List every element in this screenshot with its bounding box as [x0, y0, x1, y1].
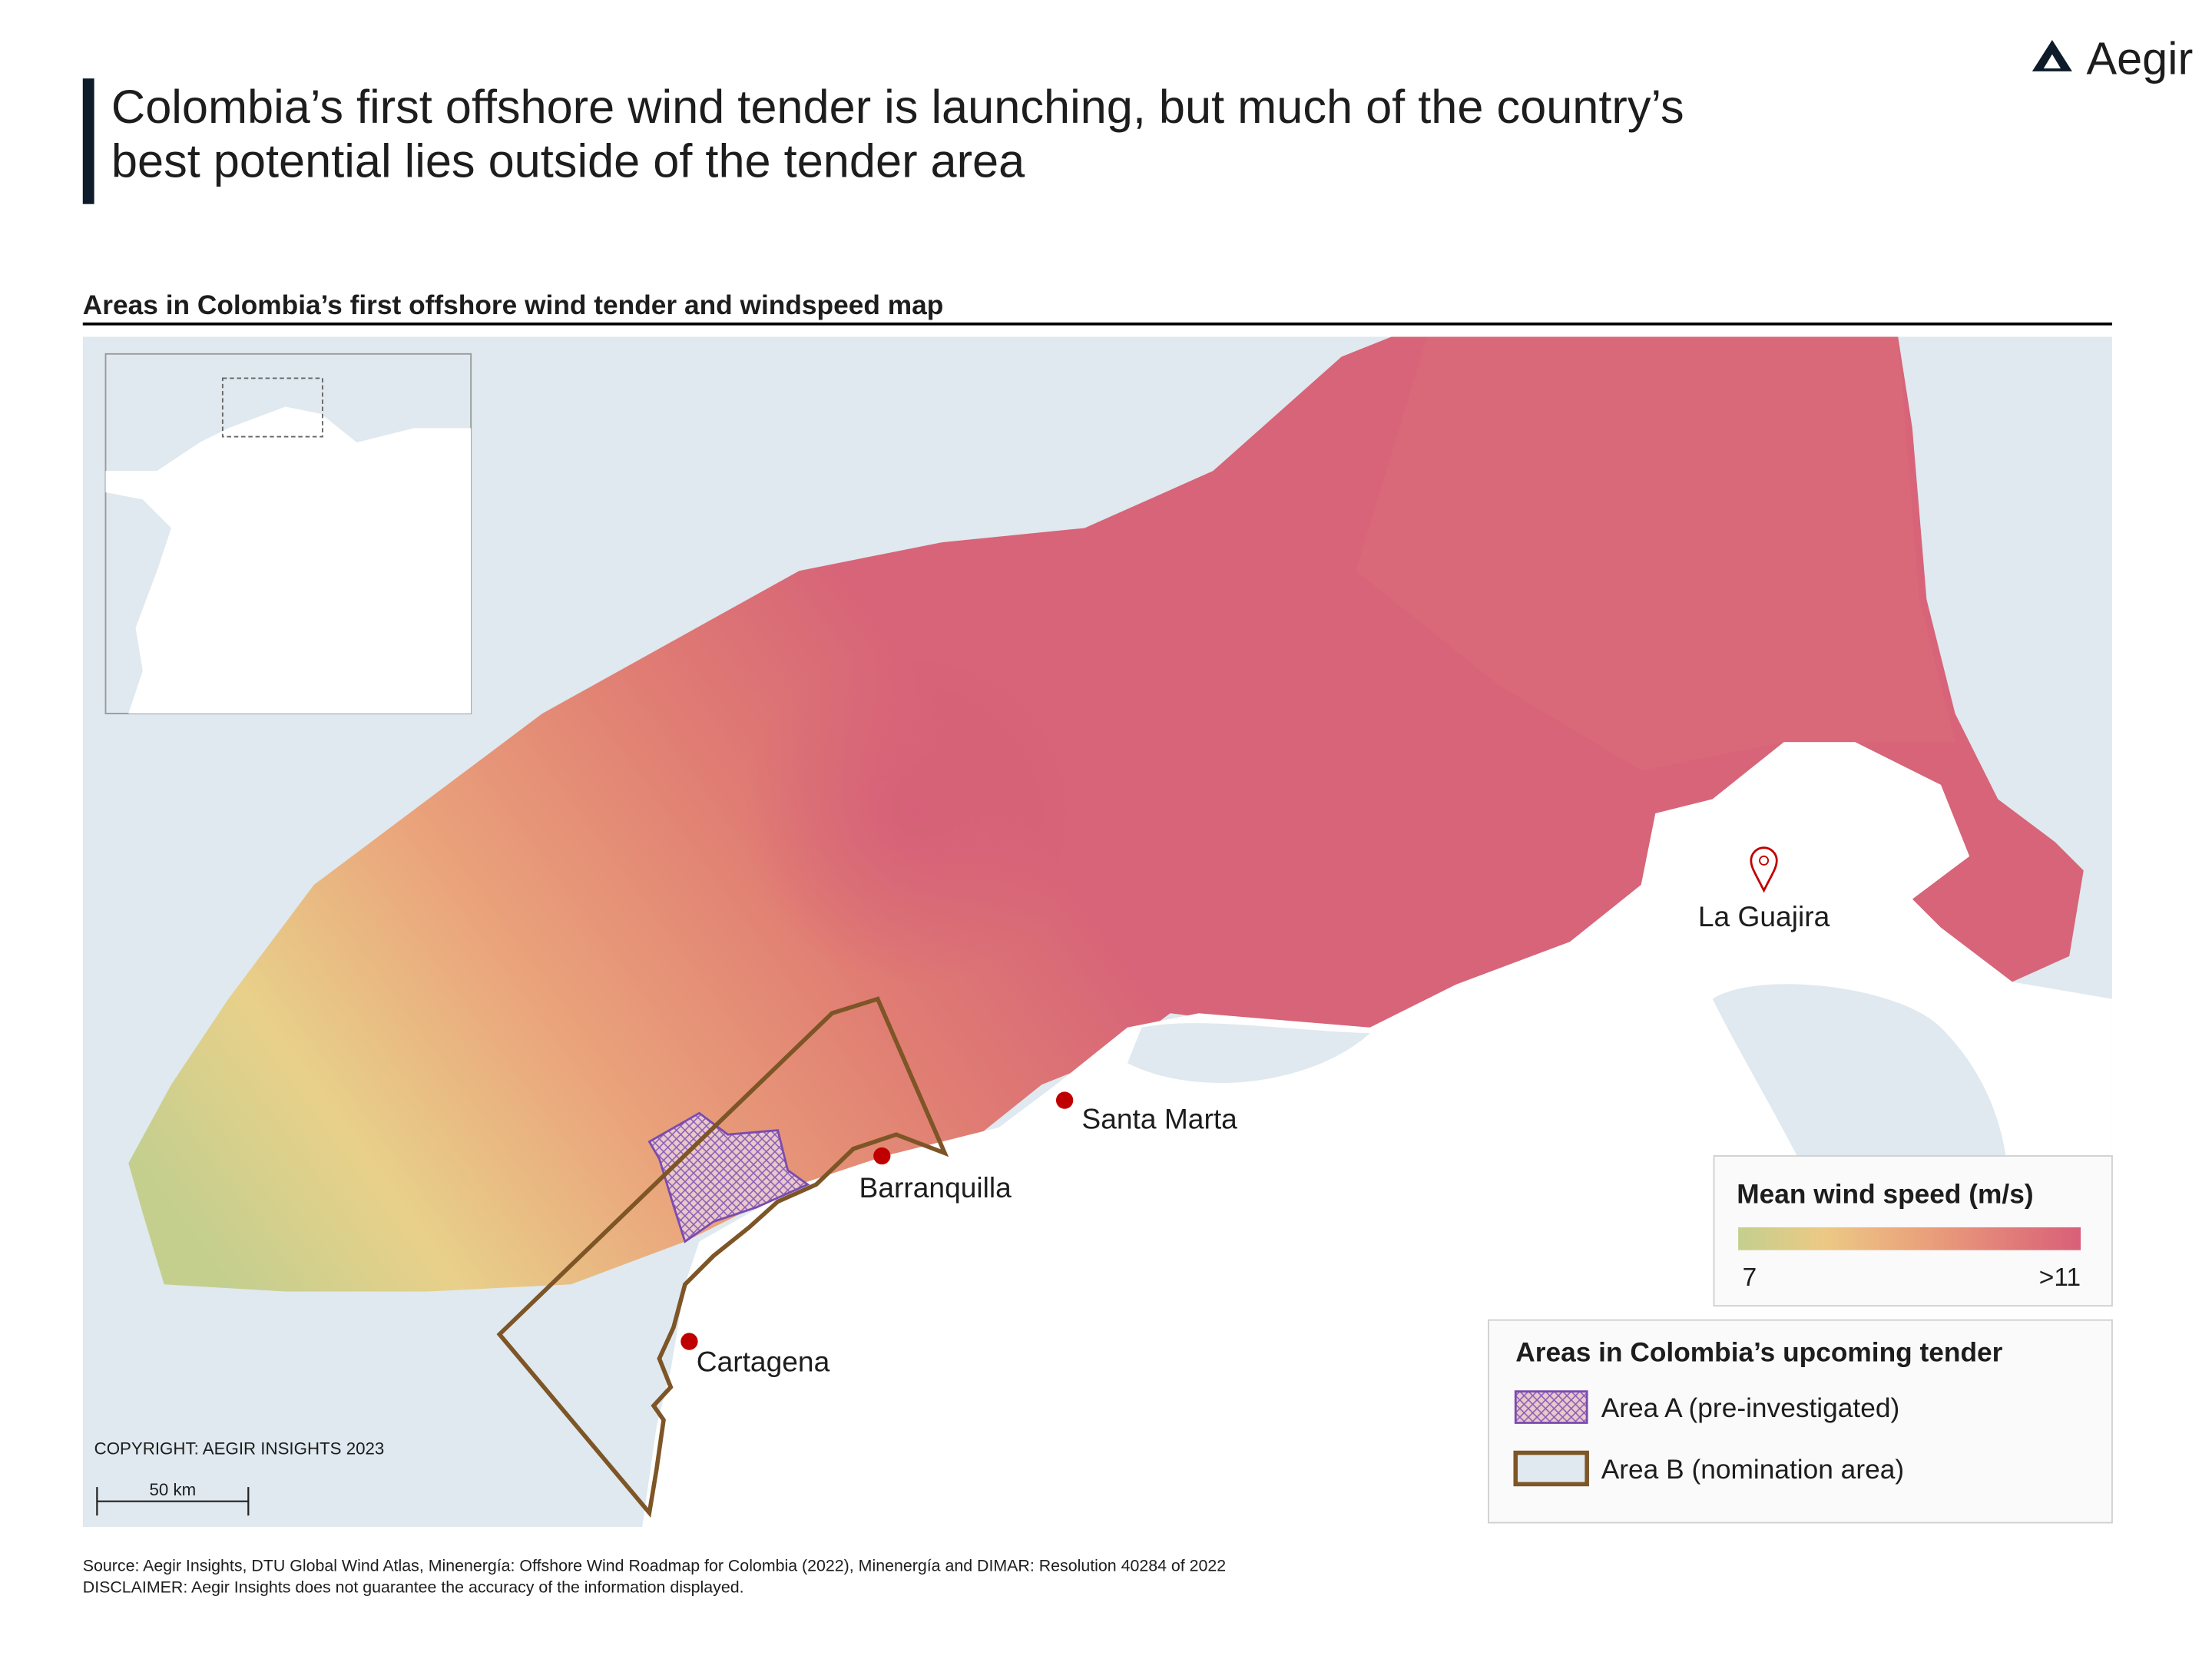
city-marker — [680, 1333, 698, 1350]
area-a — [647, 1111, 810, 1243]
color-bar — [1738, 1227, 2081, 1250]
logo-text: Aegir — [2086, 33, 2193, 84]
inset-land — [105, 406, 472, 714]
subtitle: Areas in Colombia’s first offshore wind … — [83, 290, 944, 320]
legend-max: >11 — [2039, 1263, 2081, 1292]
city-marker — [1055, 1091, 1074, 1109]
city-label: Barranquilla — [859, 1171, 1012, 1204]
city-label: Cartagena — [697, 1346, 830, 1378]
city-marker — [873, 1147, 891, 1165]
title-bar — [82, 78, 94, 204]
region-pin — [1750, 846, 1778, 893]
wind-hotspot — [1356, 336, 1955, 771]
legend-item: Area B (nomination area) — [1601, 1455, 1904, 1485]
area-b — [496, 996, 949, 1518]
scale-label: 50 km — [149, 1480, 196, 1499]
area-a-swatch — [1514, 1390, 1588, 1424]
disclaimer: DISCLAIMER: Aegir Insights does not guar… — [83, 1578, 744, 1597]
inset-map — [104, 353, 472, 714]
legend-min: 7 — [1743, 1263, 1757, 1292]
source: Source: Aegir Insights, DTU Global Wind … — [83, 1557, 1226, 1575]
tender-legend: Areas in Colombia’s upcoming tender Area… — [1488, 1319, 2113, 1524]
legend-title: Areas in Colombia’s upcoming tender — [1515, 1338, 2002, 1368]
inset-extent — [221, 377, 323, 438]
scale-line — [96, 1487, 250, 1516]
region-label: La Guajira — [1698, 900, 1830, 932]
logo-icon — [2032, 40, 2072, 71]
legend-item: Area A (pre-investigated) — [1601, 1393, 1899, 1423]
bay — [1127, 1023, 1370, 1083]
legend-title: Mean wind speed (m/s) — [1737, 1179, 2033, 1209]
region-pin-dot — [1759, 855, 1770, 866]
title: Colombia’s first offshore wind tender is… — [111, 80, 1684, 133]
area-b-swatch — [1513, 1450, 1589, 1487]
wind-hotspot — [627, 644, 1257, 1085]
title: best potential lies outside of the tende… — [111, 134, 1025, 187]
logo: Aegir — [2032, 33, 2193, 84]
copyright: COPYRIGHT: AEGIR INSIGHTS 2023 — [94, 1439, 385, 1458]
city-label: Santa Marta — [1081, 1103, 1237, 1135]
legend-box — [1488, 1319, 2113, 1524]
wind-legend: Mean wind speed (m/s) 7 >11 — [1713, 1155, 2113, 1307]
scale-bar: 50 km — [96, 1480, 250, 1516]
